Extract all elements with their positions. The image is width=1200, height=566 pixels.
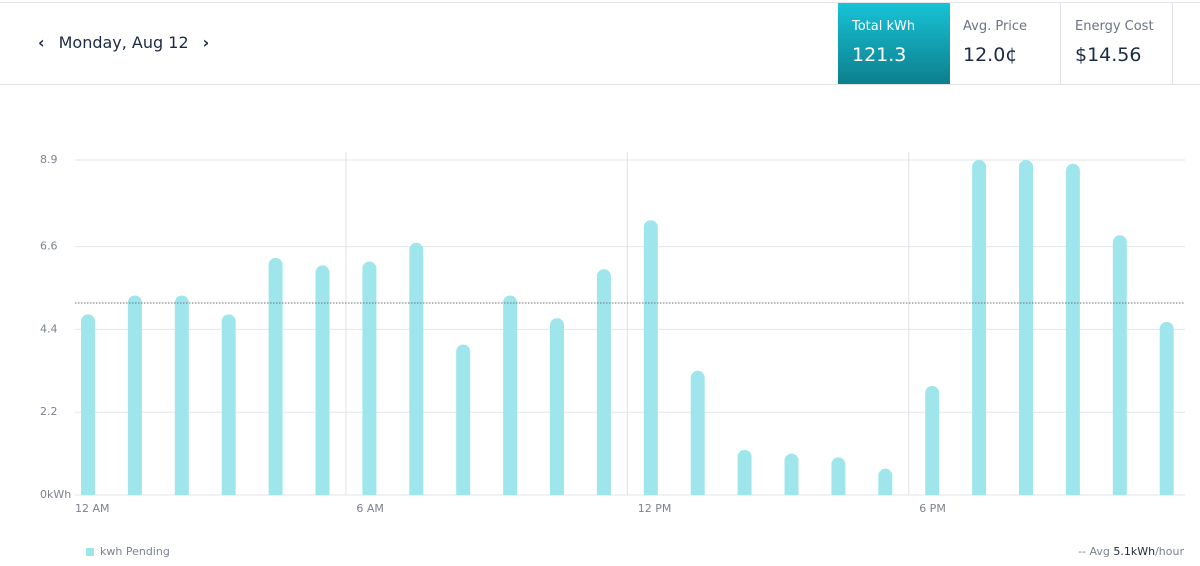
bar xyxy=(456,344,471,495)
tile-value: 121.3 xyxy=(852,44,907,66)
bar xyxy=(503,295,518,495)
bar xyxy=(831,457,846,495)
y-tick-label: 2.2 xyxy=(40,405,58,418)
prev-day[interactable]: ‹ xyxy=(38,33,45,52)
avg-suffix: /hour xyxy=(1155,545,1184,558)
y-tick-label: 6.6 xyxy=(40,240,58,253)
tile-label: Total kWh xyxy=(852,19,916,34)
tile[interactable]: Avg. Price 12.0¢ xyxy=(949,3,1061,84)
legend-label: kwh Pending xyxy=(100,545,170,558)
bar xyxy=(268,257,283,495)
chart: -- Avg 5.1kWh/hour 0kWh 2.2 4.4 6.6 8.9 12 AM… xyxy=(40,152,1185,558)
avg-prefix: -- Avg xyxy=(1078,545,1110,558)
bar xyxy=(1065,163,1080,495)
next-day[interactable]: › xyxy=(202,33,210,52)
x-tick-label: 12 AM xyxy=(75,502,110,515)
bar xyxy=(596,269,611,495)
bar xyxy=(362,261,377,495)
bar xyxy=(690,370,705,495)
x-tick-label: 12 PM xyxy=(638,502,672,515)
tile[interactable]: Energy Cost $14.56 xyxy=(1061,3,1173,84)
y-tick-label: 8.9 xyxy=(40,153,58,166)
bar xyxy=(174,295,189,495)
y-tick-label: 4.4 xyxy=(40,322,58,335)
bar xyxy=(1019,160,1033,495)
bar xyxy=(925,385,940,495)
tile[interactable]: Total kWh 121.3 xyxy=(838,3,950,84)
bar xyxy=(127,295,142,495)
date-nav: ‹ Monday, Aug 12 › xyxy=(38,33,209,52)
x-tick-label: 6 AM xyxy=(356,502,384,515)
bar xyxy=(221,314,236,495)
y-tick-label: 0kWh xyxy=(40,488,71,501)
header: ‹ Monday, Aug 12 › Total kWh 121.3 Avg. Pri… xyxy=(0,2,1200,85)
bar xyxy=(409,242,424,495)
legend-swatch xyxy=(86,548,94,556)
bar xyxy=(315,265,330,495)
bar xyxy=(550,318,564,495)
bar xyxy=(1159,321,1174,495)
bar xyxy=(643,220,658,495)
bar xyxy=(878,468,893,495)
avg-legend: -- Avg 5.1kWh/hour xyxy=(1078,545,1184,558)
tile-label: Energy Cost xyxy=(1075,19,1154,34)
avg-value: 5.1kWh xyxy=(1113,545,1155,558)
bar xyxy=(737,449,752,495)
bar xyxy=(81,314,96,495)
bar xyxy=(1112,235,1127,496)
x-tick-label: 6 PM xyxy=(919,502,946,515)
bar xyxy=(972,160,987,495)
date: Monday, Aug 12 xyxy=(58,33,189,52)
bar xyxy=(784,453,799,495)
tile-value: $14.56 xyxy=(1075,44,1142,66)
tile-value: 12.0¢ xyxy=(963,44,1018,66)
tile-label: Avg. Price xyxy=(963,19,1028,34)
